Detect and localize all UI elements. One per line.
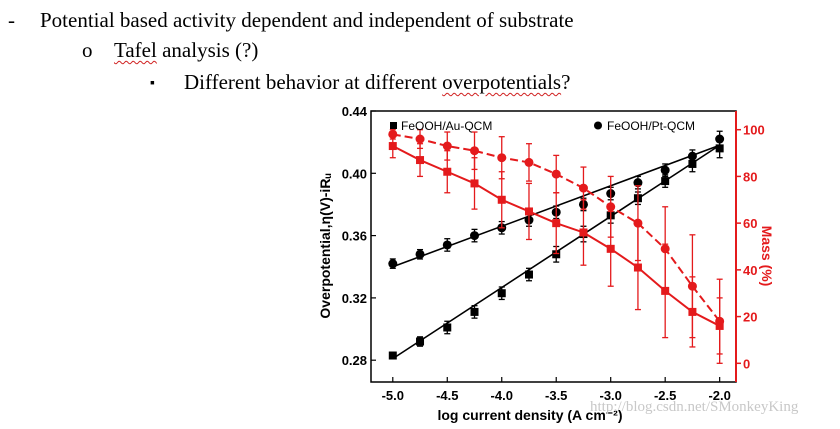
- square-point: [388, 351, 397, 360]
- y-right-tick-label: 60: [743, 216, 757, 231]
- square-point: [688, 159, 697, 168]
- y-axis-right: 0 20 40 60 80 100: [736, 123, 765, 371]
- square-point: [552, 219, 561, 228]
- legend-label-au: FeOOH/Au-QCM: [401, 119, 492, 133]
- square-point: [606, 244, 615, 253]
- x-tick-label: -4.0: [491, 388, 513, 403]
- legend-label-pt: FeOOH/Pt-QCM: [607, 119, 695, 133]
- x-axis-label: log current density (A cm⁻²): [437, 407, 622, 423]
- square-point: [470, 307, 479, 316]
- bullet-level-2: o Tafel analysis (?): [82, 38, 258, 63]
- square-point: [497, 195, 506, 204]
- spellcheck-word: Tafel: [114, 38, 157, 62]
- y-right-tick-label: 40: [743, 263, 757, 278]
- legend: FeOOH/Au-QCM FeOOH/Pt-QCM: [390, 119, 695, 133]
- spellcheck-word: overpotentials: [442, 70, 562, 94]
- circle-point: [660, 165, 670, 175]
- y-left-tick-label: 0.32: [342, 291, 367, 306]
- square-bullet-icon: ▪: [150, 76, 155, 91]
- y-left-tick-label: 0.40: [342, 166, 367, 181]
- square-point: [416, 156, 425, 165]
- square-point: [661, 177, 670, 186]
- y-right-tick-label: 0: [743, 356, 750, 371]
- x-tick-label: -3.0: [599, 388, 621, 403]
- circle-point: [388, 129, 398, 139]
- x-tick-label: -4.5: [436, 388, 458, 403]
- square-point: [443, 167, 452, 176]
- square-point: [524, 270, 533, 279]
- legend-square-marker: [390, 122, 397, 129]
- circle-point: [715, 134, 725, 144]
- circle-point: [470, 231, 480, 241]
- bullet-text-end: ?: [561, 70, 571, 94]
- circle-point: [606, 202, 616, 212]
- circle-point: [633, 178, 643, 188]
- circle-point: [497, 153, 507, 163]
- circle-marker: o: [82, 38, 93, 62]
- x-tick-label: -2.0: [708, 388, 730, 403]
- square-point: [524, 207, 533, 216]
- square-point: [388, 142, 397, 151]
- y-axis-left-label: Overpotential,η(V)-iRᵤ: [317, 173, 333, 318]
- square-point: [579, 228, 588, 237]
- bullet-text: Different behavior at different: [184, 70, 443, 94]
- circle-point: [660, 244, 670, 254]
- circle-point: [687, 281, 697, 291]
- y-axis-right-label: Mass (%): [759, 226, 775, 287]
- circle-point: [442, 240, 452, 250]
- square-point: [715, 144, 724, 153]
- y-right-tick-label: 80: [743, 169, 757, 184]
- circle-point: [687, 151, 697, 161]
- circle-point: [551, 169, 561, 179]
- square-point: [633, 263, 642, 272]
- bullet-text: analysis (?): [156, 38, 259, 62]
- bullet-level-1: - Potential based activity dependent and …: [8, 8, 574, 33]
- watermark: http://blog.csdn.net/SMonkeyKing: [590, 399, 799, 415]
- legend-circle-marker: [594, 121, 602, 130]
- circle-point: [415, 249, 425, 259]
- square-point: [443, 323, 452, 332]
- bullet-text: Potential based activity dependent and i…: [40, 8, 574, 32]
- circle-point: [388, 259, 398, 269]
- square-point: [497, 289, 506, 298]
- circle-point: [470, 146, 480, 156]
- square-point: [416, 337, 425, 346]
- bullet-level-3: ▪ Different behavior at different overpot…: [150, 70, 570, 95]
- x-tick-label: -5.0: [382, 388, 404, 403]
- series-layer: [388, 129, 725, 364]
- y-left-tick-label: 0.36: [342, 229, 367, 244]
- y-right-tick-label: 20: [743, 310, 757, 325]
- circle-point: [415, 134, 425, 144]
- y-axis-left: 0.28 0.32 0.36 0.40 0.44: [342, 104, 376, 368]
- circle-point: [578, 183, 588, 193]
- circle-point: [633, 218, 643, 228]
- x-axis: -5.0 -4.5 -4.0 -3.5 -3.0 -2.5 -2.0: [382, 377, 731, 403]
- circle-point: [715, 316, 725, 326]
- square-point: [470, 179, 479, 188]
- circle-point: [524, 157, 534, 167]
- square-point: [552, 250, 561, 259]
- y-left-tick-label: 0.28: [342, 353, 367, 368]
- x-tick-label: -2.5: [654, 388, 676, 403]
- y-right-tick-label: 100: [743, 123, 765, 138]
- x-tick-label: -3.5: [545, 388, 567, 403]
- dash-marker: -: [8, 8, 15, 32]
- circle-point: [442, 141, 452, 151]
- y-left-tick-label: 0.44: [342, 104, 368, 119]
